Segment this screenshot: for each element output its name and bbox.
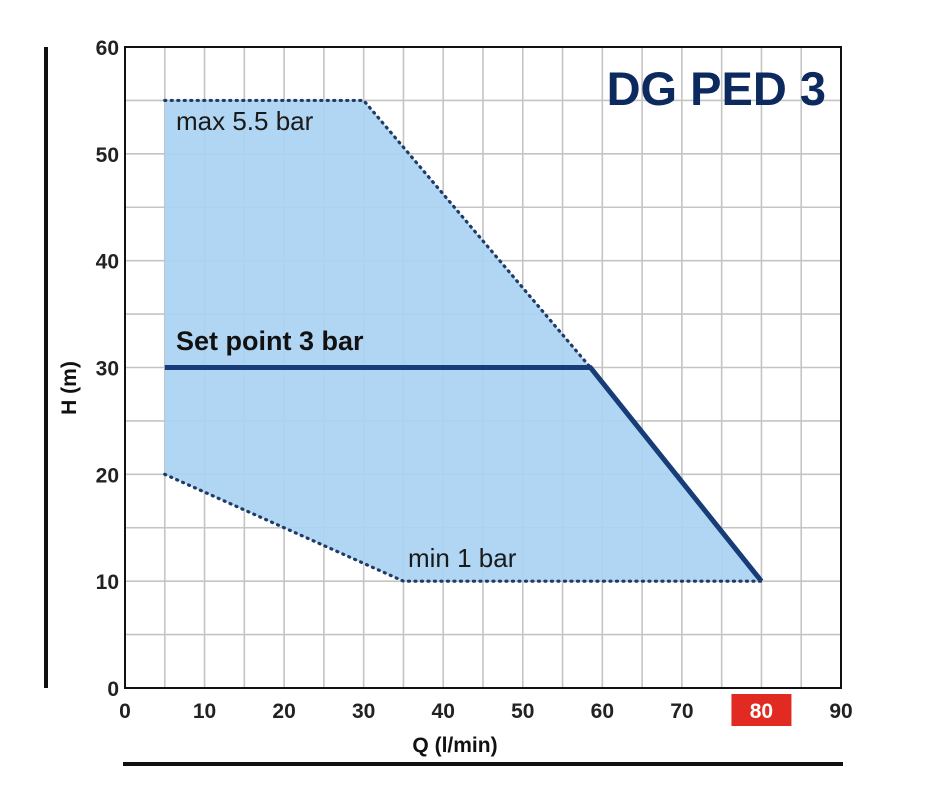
x-tick-label: 30 (352, 700, 375, 723)
x-tick-label: 10 (193, 700, 216, 723)
x-tick-label: 60 (591, 700, 614, 723)
operating-area (164, 100, 762, 582)
min-pressure-label: min 1 bar (408, 543, 517, 573)
y-tick-label: 10 (96, 571, 119, 594)
set-point-label: Set point 3 bar (176, 326, 364, 356)
chart-title: DG PED 3 (607, 62, 826, 115)
operating-area-fill (164, 100, 762, 582)
plot-border (124, 46, 842, 689)
highlighted-x-tick-background (731, 694, 792, 726)
x-tick-label: 90 (829, 700, 852, 723)
set-point-curve (164, 365, 764, 583)
x-tick-label: 0 (119, 700, 131, 723)
set-point-line (164, 365, 764, 583)
boundary-lines (163, 98, 764, 583)
x-tick-label-highlighted: 80 (750, 700, 773, 723)
max-pressure-label: max 5.5 bar (176, 106, 314, 136)
y-tick-label: 50 (96, 144, 119, 167)
x-tick-label: 50 (511, 700, 534, 723)
y-tick-label: 20 (96, 464, 119, 487)
x-tick-label: 70 (670, 700, 693, 723)
min-pressure-boundary (163, 472, 764, 583)
max-pressure-boundary (163, 98, 593, 370)
x-tick-label: 20 (272, 700, 295, 723)
y-tick-label: 30 (96, 358, 119, 381)
y-tick-label: 40 (96, 251, 119, 274)
y-tick-label: 60 (96, 37, 119, 60)
x-tick-label: 40 (432, 700, 455, 723)
y-tick-label: 0 (107, 678, 119, 701)
plot-frame (124, 46, 842, 689)
x-axis-title: Q (l/min) (412, 734, 497, 757)
y-axis-title: H (m) (58, 361, 81, 415)
tick-labels: 0 10 20 30 40 50 60 0 10 20 30 40 50 60 70 80 90 (96, 37, 853, 726)
